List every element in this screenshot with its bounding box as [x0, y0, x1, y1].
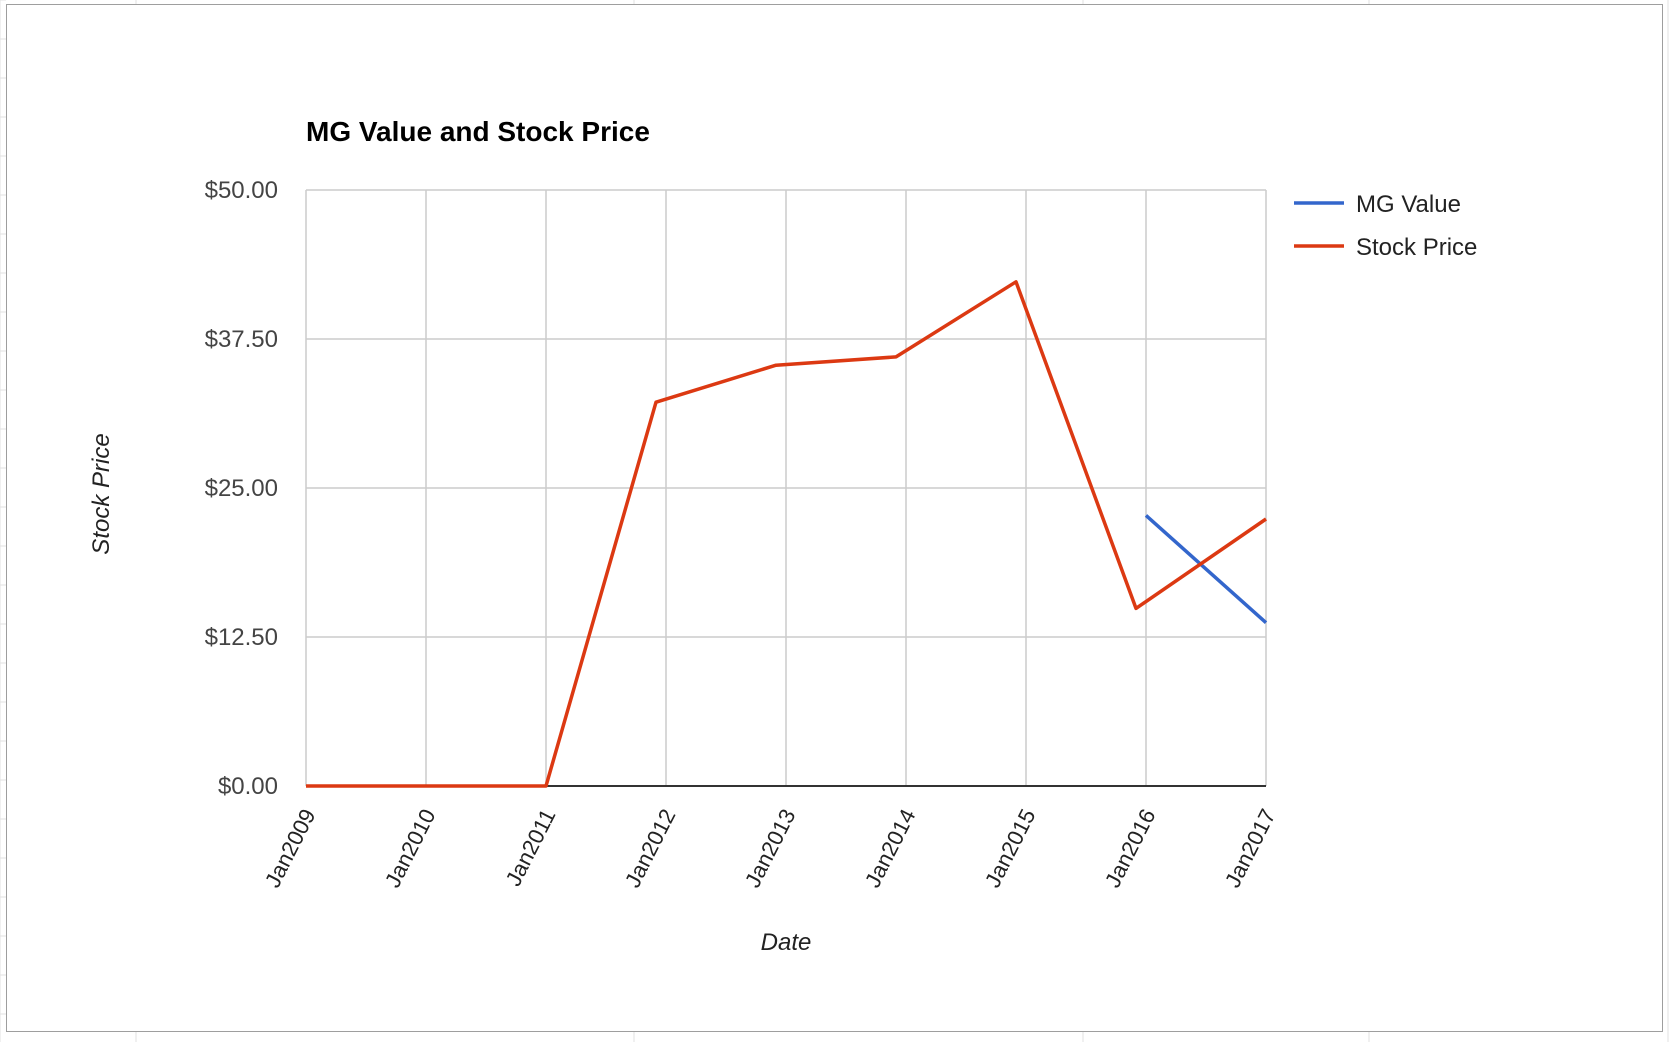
series-lines	[306, 280, 1268, 788]
chart-border	[6, 4, 1663, 1032]
y-axis-tick-labels: $0.00 $12.50 $25.00 $37.50 $50.00	[205, 177, 278, 800]
y-axis-title: Stock Price	[88, 433, 115, 554]
horizontal-gridlines	[306, 189, 1266, 638]
chart[interactable]: MG Value and Stock Price $0.00 $12.50 $25.…	[6, 4, 1663, 1032]
legend-label-mg-value: MG Value	[1356, 191, 1461, 218]
series-line-stock-price	[306, 280, 1267, 788]
legend: MG Value Stock Price	[1294, 191, 1477, 261]
series-line-mg-value	[1144, 514, 1268, 625]
y-tick-1: $12.50	[205, 624, 278, 651]
y-tick-3: $37.50	[205, 326, 278, 353]
y-tick-4: $50.00	[205, 177, 278, 204]
legend-item-mg-value[interactable]: MG Value	[1294, 191, 1461, 218]
x-axis-title: Date	[761, 929, 812, 956]
chart-title: MG Value and Stock Price	[306, 116, 650, 147]
legend-label-stock-price: Stock Price	[1356, 234, 1477, 261]
y-tick-2: $25.00	[205, 475, 278, 502]
legend-item-stock-price[interactable]: Stock Price	[1294, 234, 1477, 261]
y-tick-0: $0.00	[218, 773, 278, 800]
